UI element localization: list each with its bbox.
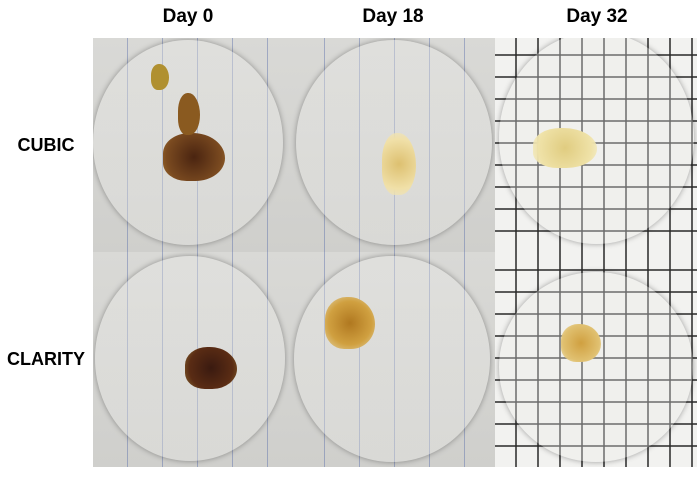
photo-cubic-day-18 xyxy=(290,38,495,252)
tissue-sample xyxy=(185,347,237,389)
petri-dish xyxy=(294,256,490,462)
tissue-sample xyxy=(151,64,169,90)
photo-clarity-day-0 xyxy=(93,252,290,467)
tissue-sample xyxy=(561,324,601,362)
tissue-sample xyxy=(325,297,375,349)
petri-dish xyxy=(499,272,693,462)
row-label-clarity: CLARITY xyxy=(7,349,85,369)
photo-clarity-day-18 xyxy=(290,252,495,467)
column-label-day-32: Day 32 xyxy=(566,6,628,27)
photo-clarity-day-32 xyxy=(495,252,697,467)
tissue-sample xyxy=(533,128,597,168)
row-label-cubic: CUBIC xyxy=(17,135,75,155)
column-label-day-18: Day 18 xyxy=(362,6,424,27)
photo-cubic-day-0 xyxy=(93,38,290,252)
tissue-sample xyxy=(382,133,416,195)
column-label-day-0: Day 0 xyxy=(162,6,214,27)
photo-cubic-day-32 xyxy=(495,38,697,252)
tissue-sample xyxy=(163,133,225,181)
petri-dish xyxy=(499,38,694,244)
tissue-sample xyxy=(178,93,200,135)
